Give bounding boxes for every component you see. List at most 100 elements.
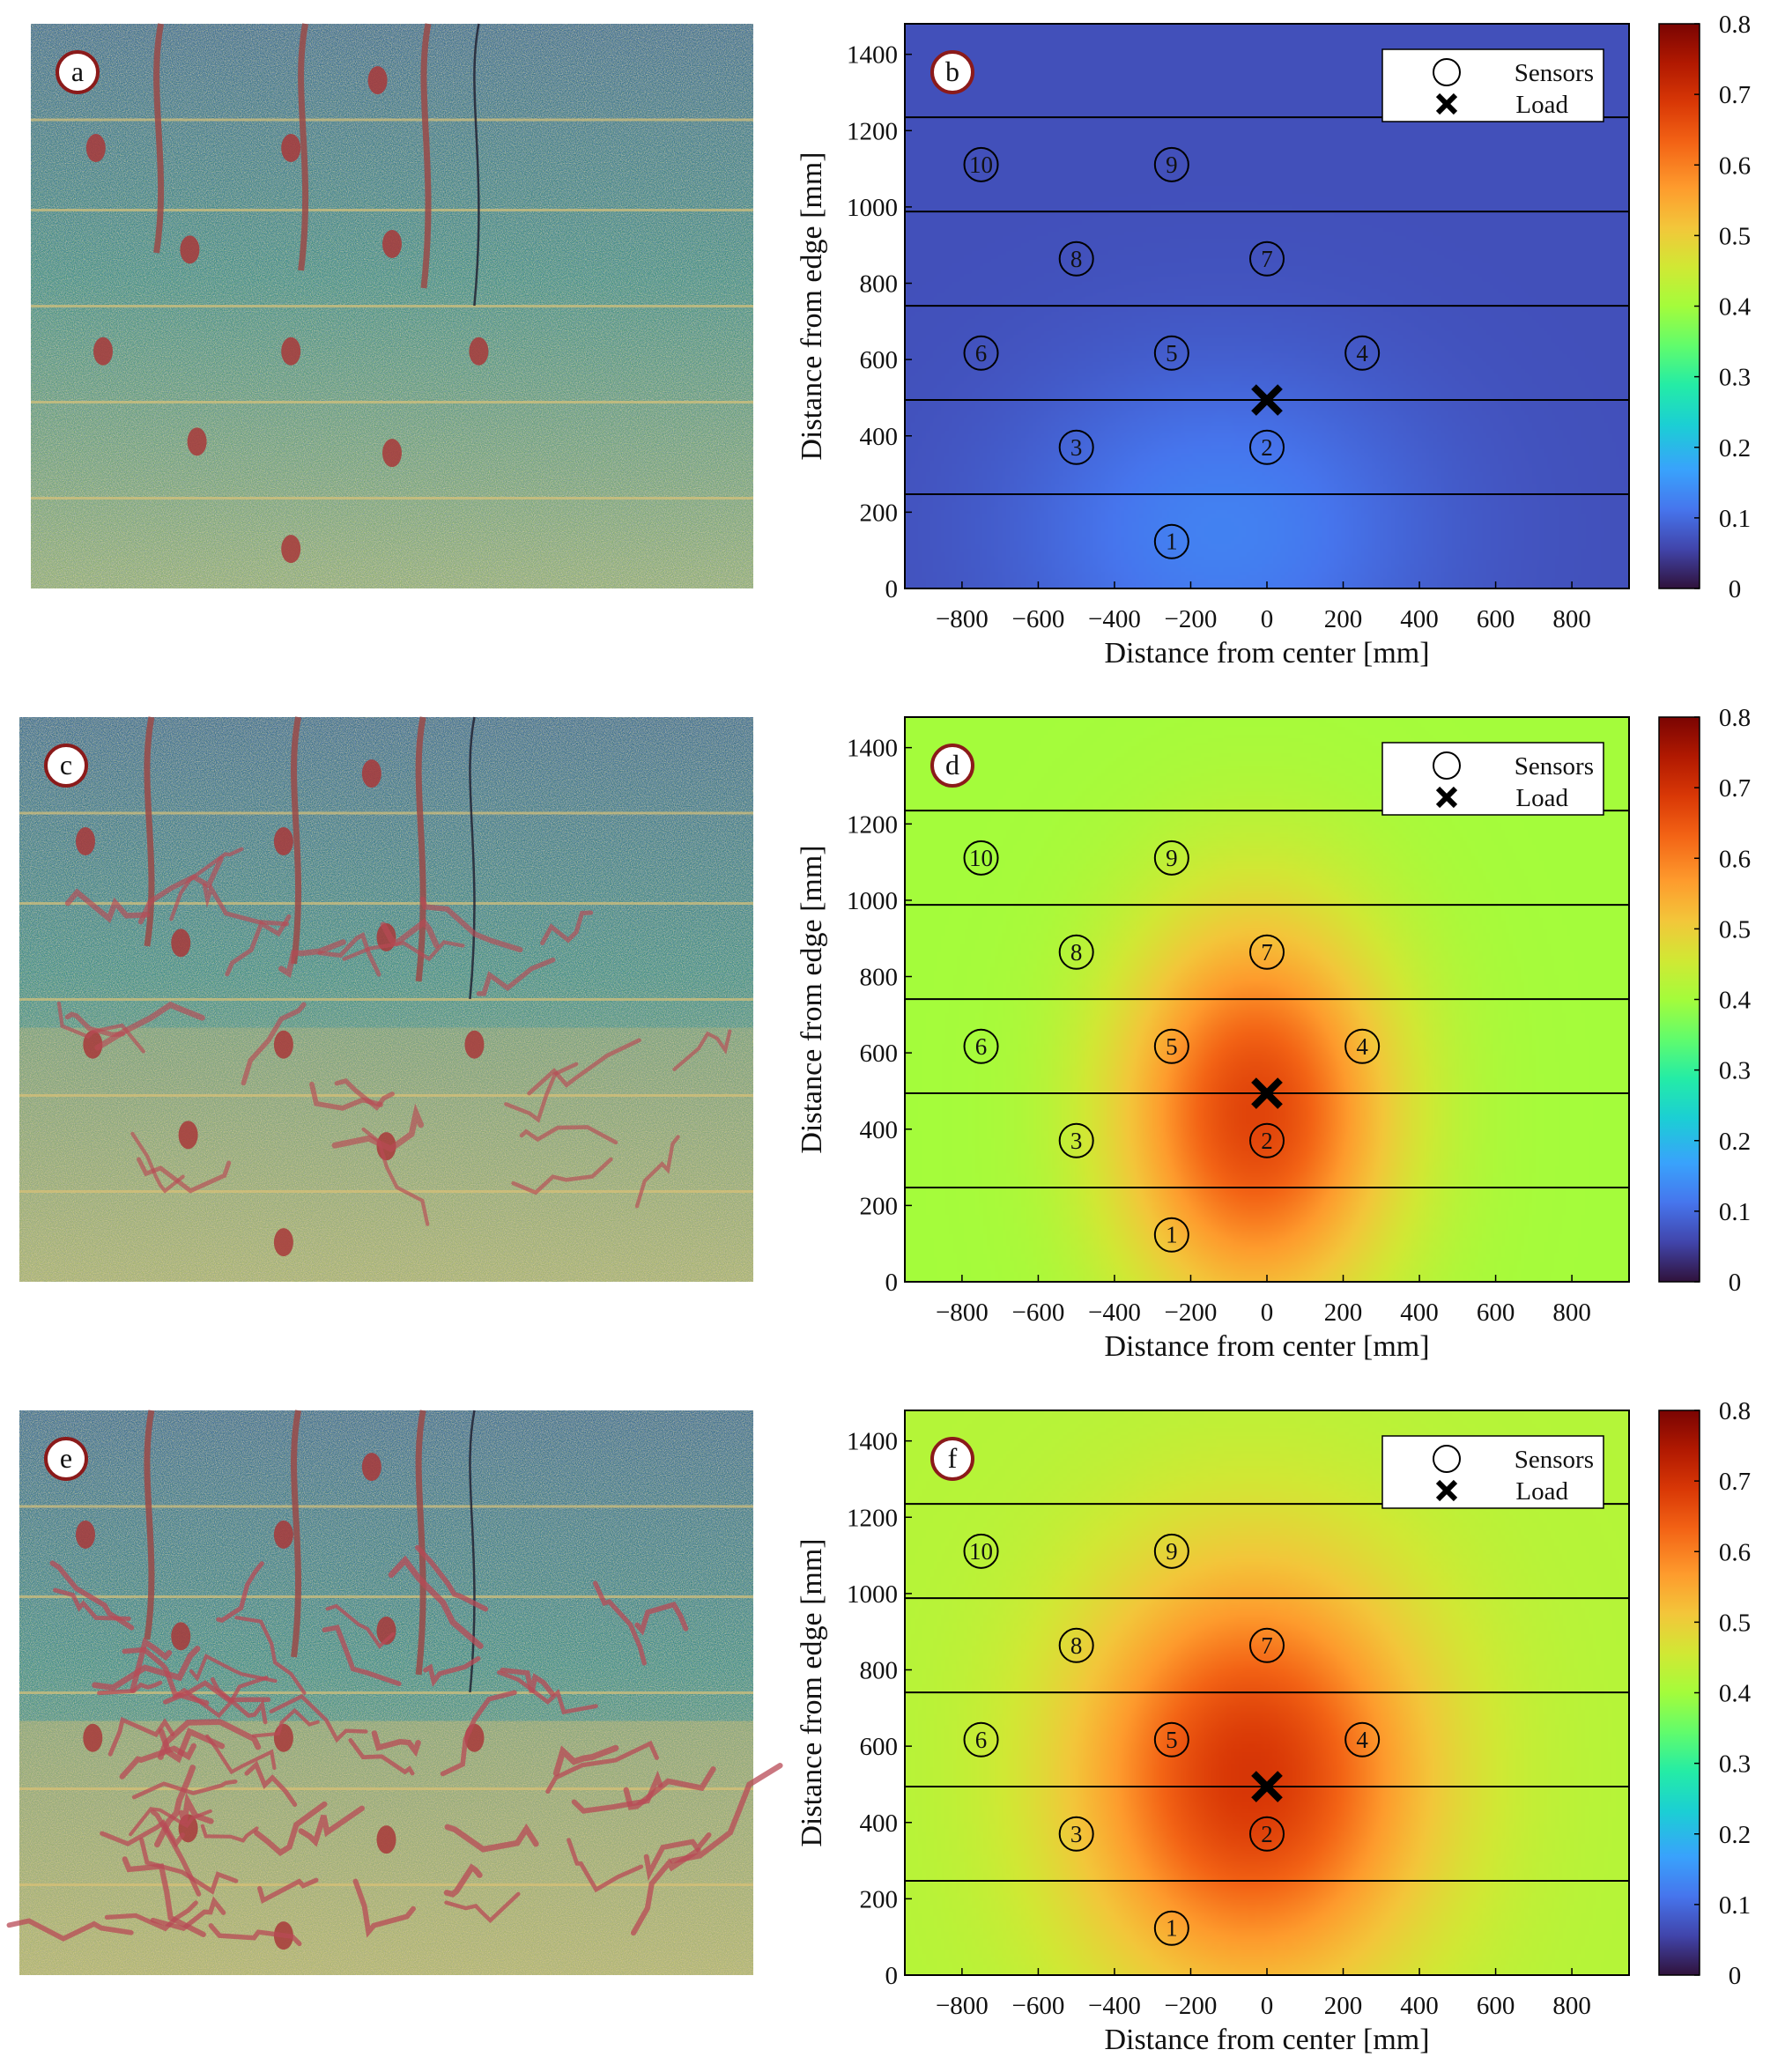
x-tick-label: −200 [1165,605,1218,633]
panel-badge-label: a [71,56,84,87]
sensor-8: 8 [1058,240,1094,277]
colorbar-tick-label: 0.5 [1719,1609,1751,1637]
sensor-7: 7 [1249,934,1285,970]
y-tick-label: 0 [885,1269,899,1297]
legend-sensors-label: Sensors [1515,752,1594,781]
sensor-marker [1153,523,1189,559]
crack-line [234,1616,307,1695]
y-axis-label: Distance from edge [mm] [796,1538,828,1846]
legend-box [1381,1435,1604,1509]
sensor-marker [963,335,999,371]
sensor-spot [93,337,113,366]
colorbar-tick-label: 0.8 [1719,11,1751,39]
sensor-3: 3 [1058,429,1094,465]
y-tick-label: 600 [860,1040,899,1068]
y-tick-label: 400 [860,423,899,451]
colorbar-tick-label: 0.5 [1719,915,1751,944]
sensor-label: 3 [1070,1821,1083,1847]
colorbar: 0 0.1 0.2 0.3 0.4 0.5 0.6 0.7 0.8 [1658,704,1752,1297]
sensor-marker [963,840,999,876]
colorbar-tick-label: 0.1 [1719,1891,1751,1920]
y-tick-label: 600 [860,1733,899,1761]
crack-line [241,1002,307,1086]
crack-line [137,856,224,925]
sensor-spot [361,759,381,788]
crack-line [64,1011,126,1038]
crack-line [592,1580,647,1666]
crack-line [388,1555,484,1649]
crack-line [634,1601,689,1636]
colorbar-tick-label: 0.6 [1719,152,1751,180]
colorbar-tick-label: 0 [1729,575,1742,603]
sensor-spot [281,134,301,163]
colorbar-tick-label: 0.7 [1719,81,1751,109]
colorbar-tick-label: 0.6 [1719,1538,1751,1566]
x-tick-label: −200 [1165,1299,1218,1327]
crack-line [254,1801,328,1857]
sensor-8: 8 [1058,1627,1094,1663]
sensor-9: 9 [1153,146,1189,182]
colorbar-tick-label: 0.2 [1719,1821,1751,1849]
x-tick-label: −800 [936,1299,989,1327]
crack-line [423,1655,481,1688]
sensor-4: 4 [1344,335,1381,371]
y-tick-label: 400 [860,1809,899,1838]
crack-line [119,1743,196,1780]
sensor-marker [1344,1721,1381,1758]
crack-line [92,1646,201,1691]
sensor-1: 1 [1153,523,1189,559]
x-tick-label: −600 [1011,1992,1064,2020]
colorbar-gradient [1658,1410,1700,1976]
crack-line [269,1693,368,1743]
colorbar: 0 0.1 0.2 0.3 0.4 0.5 0.6 0.7 0.8 [1658,11,1752,603]
sensor-6: 6 [963,335,999,371]
sensor-label: 7 [1261,1632,1273,1659]
sensor-marker [1249,1122,1285,1158]
crack-line [634,1135,680,1209]
crack-line [352,1878,416,1938]
crack-line [208,1923,302,1947]
crack-line [225,914,292,977]
legend-box [1381,742,1604,816]
sensor-label: 9 [1166,1538,1178,1565]
crack-line [298,1805,365,1847]
sensor-spot [367,66,388,95]
crack-line [210,1676,268,1725]
sensor-1: 1 [1153,1217,1189,1253]
sensor-label: 1 [1166,1222,1178,1248]
legend-load-label: Load [1515,1477,1568,1506]
panel-badge-label: d [945,749,959,781]
crack-line [150,1896,226,1931]
sensor-marker [1153,1721,1189,1758]
colorbar-tick-label: 0 [1729,1962,1742,1990]
sensor-label: 10 [969,152,993,178]
crack-line [325,1603,396,1649]
load-marker-stroke [1251,1771,1283,1802]
legend-box [1381,48,1604,122]
sensor-2: 2 [1249,1816,1285,1852]
y-tick-label: 1000 [847,887,898,915]
colorbar-tick-label: 0.4 [1719,293,1752,322]
sensor-label: 10 [969,845,993,871]
sensor-cable [144,716,155,947]
colorbar-tick-label: 0.3 [1719,1750,1751,1779]
x-tick-label: −400 [1088,1992,1141,2020]
crack-line [527,1038,641,1096]
crack-line [670,1763,783,1864]
x-tick-label: 0 [1261,1992,1274,2020]
y-tick-label: 800 [860,964,899,992]
sensor-4: 4 [1344,1028,1381,1064]
colorbar-tick-label: 0.2 [1719,434,1751,462]
legend-sensor-marker [1433,58,1461,86]
sensor-marker [1153,1028,1189,1064]
sensor-5: 5 [1153,335,1189,371]
colorbar-tick-label: 0.7 [1719,774,1751,803]
y-axis-label: Distance from edge [mm] [796,845,828,1153]
y-tick-label: 600 [860,346,899,374]
y-tick-label: 800 [860,270,899,299]
panel-badge [930,50,974,94]
sensor-2: 2 [1249,1122,1285,1158]
colorbar-gradient [1658,716,1700,1283]
sensor-7: 7 [1249,240,1285,277]
sensor-10: 10 [963,1533,999,1569]
